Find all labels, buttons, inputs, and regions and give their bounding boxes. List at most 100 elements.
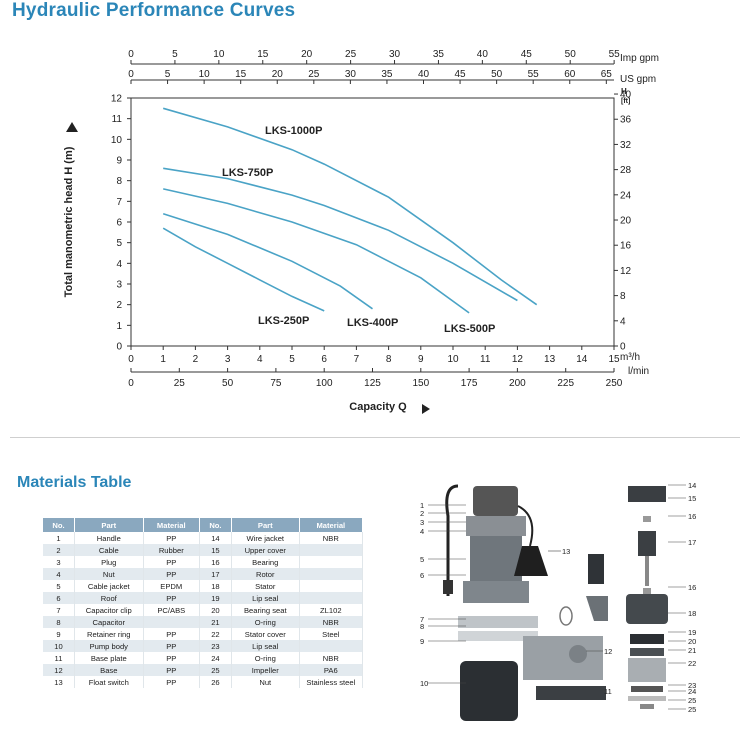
table-cell: PP <box>143 568 200 580</box>
imp-gpm-tick-label: 0 <box>128 49 134 60</box>
callout-label: 6 <box>420 571 424 580</box>
table-cell <box>299 568 364 580</box>
table-row: 1 Handle PP 14 Wire jacket NBR <box>43 532 364 544</box>
table-cell: Nut <box>74 568 144 580</box>
table-cell: Float switch <box>74 676 144 688</box>
table-cell: 17 <box>199 568 232 580</box>
lmin-tick-label: 75 <box>270 378 282 389</box>
table-cell: 23 <box>199 640 232 652</box>
callout-label: 21 <box>688 646 696 655</box>
col-header-no-2: No. <box>199 518 232 532</box>
cable-shape <box>445 484 459 596</box>
table-cell: Wire jacket <box>231 532 300 544</box>
table-cell: 4 <box>43 568 75 580</box>
table-cell <box>299 640 364 652</box>
y-left-tick-label: 2 <box>116 300 122 311</box>
bearing-seat-shape <box>630 634 664 644</box>
imp-gpm-unit: Imp gpm <box>620 53 659 64</box>
y-right-tick-label: 0 <box>620 342 626 353</box>
table-cell: Plug <box>74 556 144 568</box>
y-right-tick-label: 24 <box>620 190 632 201</box>
diagram-labels: 1234567891013121114151617161819202122232… <box>420 481 696 714</box>
table-cell: Lip seal <box>231 640 300 652</box>
callout-label: 13 <box>562 547 570 556</box>
table-row: 2 Cable Rubber 15 Upper cover <box>43 544 364 556</box>
lmin-tick-label: 0 <box>128 378 134 389</box>
series-label-lks-1000p: LKS-1000P <box>265 125 322 137</box>
imp-gpm-tick-label: 35 <box>433 49 445 60</box>
table-cell: Steel <box>299 628 364 640</box>
lmin-tick-label: 50 <box>222 378 234 389</box>
table-row: 3 Plug PP 16 Bearing <box>43 556 364 568</box>
table-cell: Base <box>74 664 144 676</box>
table-cell: 14 <box>199 532 232 544</box>
col-header-material-2: Material <box>299 518 364 532</box>
us-gpm-tick-label: 20 <box>272 69 284 80</box>
y-left-tick-label: 1 <box>116 321 122 332</box>
callout-label: 15 <box>688 494 696 503</box>
lmin-tick-label: 150 <box>412 378 429 389</box>
m3h-tick-label: 1 <box>160 354 166 365</box>
table-cell: 25 <box>199 664 232 676</box>
roof-shape <box>466 516 526 536</box>
table-cell: 9 <box>43 628 75 640</box>
callout-label: 4 <box>420 527 424 536</box>
us-gpm-tick-label: 50 <box>491 69 503 80</box>
y-axis-arrow <box>66 122 78 132</box>
y-right-tick-label: 4 <box>620 316 626 327</box>
table-cell: 16 <box>199 556 232 568</box>
y-left-tick-label: 8 <box>116 176 122 187</box>
y-left-tick-label: 3 <box>116 280 122 291</box>
table-cell: O-ring <box>231 652 300 664</box>
us-gpm-tick-label: 25 <box>308 69 320 80</box>
lmin-tick-label: 25 <box>174 378 186 389</box>
plug-shape <box>443 580 453 594</box>
table-cell: PP <box>143 532 200 544</box>
table-row: 12 Base PP 25 Impeller PA6 <box>43 664 364 676</box>
table-cell: 20 <box>199 604 232 616</box>
callout-label: 3 <box>420 518 424 527</box>
rotor-shape <box>638 531 656 556</box>
callout-label: 16 <box>688 512 696 521</box>
series-label-lks-500p: LKS-500P <box>444 323 495 335</box>
series-label-lks-400p: LKS-400P <box>347 317 398 329</box>
table-cell: PC/ABS <box>143 604 200 616</box>
table-cell <box>299 544 364 556</box>
table-cell: Pump body <box>74 640 144 652</box>
y-right-tick-label: 16 <box>620 241 632 252</box>
table-cell <box>299 592 364 604</box>
table-cell: 12 <box>43 664 75 676</box>
table-cell: Bearing <box>231 556 300 568</box>
imp-gpm-tick-label: 45 <box>521 49 533 60</box>
table-cell: Handle <box>74 532 144 544</box>
section-divider <box>10 437 740 438</box>
table-cell: Capacitor clip <box>74 604 144 616</box>
y-left-tick-label: 6 <box>116 218 122 229</box>
pump-assembly <box>443 484 608 721</box>
y-left-tick-label: 12 <box>111 94 123 105</box>
lmin-tick-label: 175 <box>461 378 478 389</box>
table-cell: Retainer ring <box>74 628 144 640</box>
page-title: Hydraulic Performance Curves <box>12 0 296 21</box>
table-cell: 24 <box>199 652 232 664</box>
m3h-tick-label: 0 <box>128 354 134 365</box>
y-right-tick-label: 12 <box>620 266 632 277</box>
table-cell: 6 <box>43 592 75 604</box>
shaft-shape <box>645 556 649 586</box>
table-row: 10 Pump body PP 23 Lip seal <box>43 640 364 652</box>
table-cell: Stator cover <box>231 628 300 640</box>
callout-label: 14 <box>688 481 696 490</box>
callout-label: 7 <box>420 615 424 624</box>
y-left-tick-label: 4 <box>116 259 122 270</box>
table-row: 11 Base plate PP 24 O-ring NBR <box>43 652 364 664</box>
m3h-tick-label: 7 <box>354 354 360 365</box>
callout-label: 18 <box>688 609 696 618</box>
table-cell: Nut <box>231 676 300 688</box>
table-cell: 8 <box>43 616 75 628</box>
lmin-tick-label: 225 <box>557 378 574 389</box>
top-cover-shape <box>463 581 529 603</box>
table-cell: 5 <box>43 580 75 592</box>
us-gpm-tick-label: 45 <box>455 69 467 80</box>
imp-gpm-tick-label: 10 <box>213 49 225 60</box>
table-cell: 26 <box>199 676 232 688</box>
